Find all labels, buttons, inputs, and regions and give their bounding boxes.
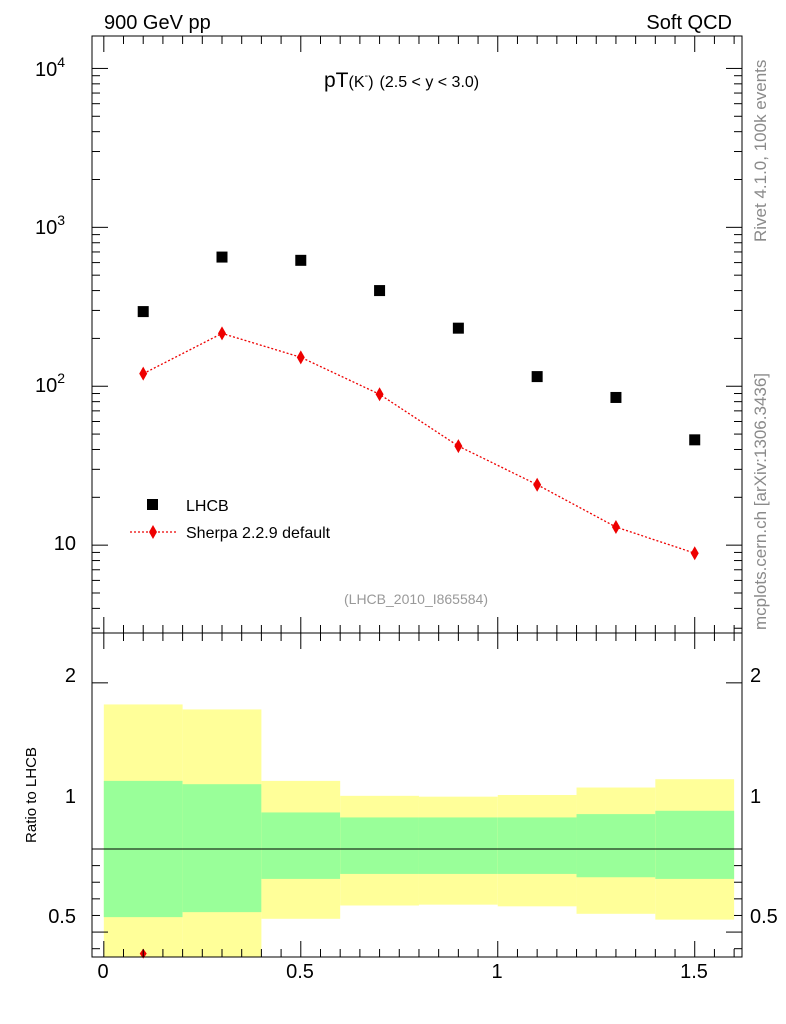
sherpa-points [139, 326, 699, 561]
stat-uncertainty-band [182, 784, 262, 913]
sherpa-point [139, 366, 148, 381]
legend-lhcb-label: LHCB [186, 498, 229, 515]
ratio-y-axis-label: Ratio to LHCB [23, 747, 40, 843]
lhcb-point [137, 306, 149, 318]
ratio-y-label-1: 1 [65, 786, 76, 808]
stat-uncertainty-band [497, 817, 577, 874]
x-tick-label-0: 0 [97, 961, 108, 983]
sherpa-point [454, 439, 463, 454]
header-right-label: Soft QCD [646, 12, 732, 34]
main-plot-frame [91, 35, 743, 634]
analysis-label: (LHCB_2010_I865584) [344, 591, 488, 607]
sherpa-point [218, 326, 226, 341]
legend-sherpa-marker [149, 525, 157, 539]
ratio-y-label-0.5: 0.5 [48, 906, 76, 928]
main-y-tick-labels: 10 102 103 104 [35, 54, 76, 555]
ratio-panel: 0.5 1 2 0.5 1 2 0 0.5 1 1.5 Ratio to LHC… [23, 632, 778, 983]
lhcb-point [374, 285, 386, 297]
source-label: mcplots.cern.ch [arXiv:1306.3436] [751, 373, 770, 630]
ratio-axis-ticks [92, 633, 742, 957]
x-tick-label-1: 1 [491, 961, 502, 983]
lhcb-point [531, 371, 543, 383]
sherpa-point [533, 477, 542, 492]
ratio-bands [103, 704, 735, 957]
x-tick-label-1.5: 1.5 [680, 961, 708, 983]
sherpa-point [296, 350, 305, 365]
x-tick-labels: 0 0.5 1 1.5 [97, 961, 707, 983]
rivet-version-label: Rivet 4.1.0, 100k events [751, 60, 770, 242]
lhcb-point [216, 251, 228, 263]
sherpa-point [375, 387, 384, 402]
ratio-y-tick-labels-right: 0.5 1 2 [750, 665, 778, 928]
y-tick-label-100: 102 [35, 370, 65, 397]
y-tick-label-10: 10 [54, 533, 76, 555]
legend-lhcb-marker [147, 499, 158, 510]
main-panel: 10 102 103 104 pT(K-) (2.5 < y < 3.0) (LH… [35, 35, 743, 634]
ratio-y-label-right-2: 2 [750, 665, 761, 687]
stat-uncertainty-band [576, 814, 656, 878]
ratio-y-label-right-0.5: 0.5 [750, 906, 778, 928]
y-tick-label-1000: 103 [35, 212, 65, 239]
y-tick-label-10000: 104 [35, 54, 65, 81]
sherpa-point [690, 546, 699, 561]
sherpa-line [142, 332, 695, 554]
header-left-label: 900 GeV pp [104, 12, 211, 34]
sherpa-point [611, 520, 620, 535]
legend-sherpa-label: Sherpa 2.2.9 default [186, 525, 331, 542]
legend: LHCB Sherpa 2.2.9 default [130, 498, 331, 542]
lhcb-point [689, 434, 701, 446]
stat-uncertainty-band [261, 812, 341, 879]
lhcb-points [137, 251, 701, 446]
stat-uncertainty-band [655, 810, 735, 879]
stat-uncertainty-band [418, 817, 498, 874]
ratio-y-label-2: 2 [65, 665, 76, 687]
ratio-y-label-right-1: 1 [750, 786, 761, 808]
ratio-plot-frame [91, 632, 743, 958]
plot-title: pT(K-) (2.5 < y < 3.0) [324, 69, 479, 92]
lhcb-point [295, 254, 307, 266]
stat-uncertainty-band [340, 817, 419, 874]
main-axis-ticks [92, 36, 742, 633]
lhcb-point [452, 322, 464, 334]
ratio-y-tick-labels-left: 0.5 1 2 [48, 665, 76, 928]
x-tick-label-0.5: 0.5 [286, 961, 314, 983]
lhcb-point [610, 391, 622, 403]
